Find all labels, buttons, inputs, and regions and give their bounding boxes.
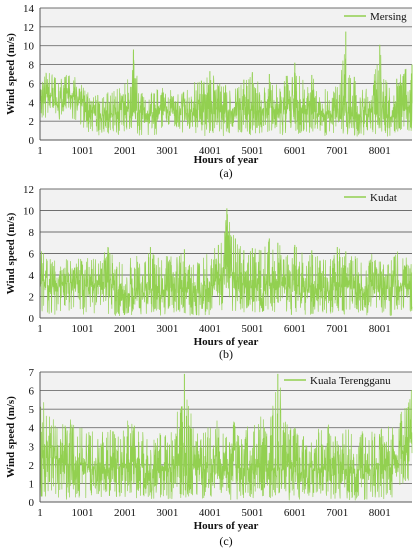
x-tick-label: 1001 [71, 507, 93, 519]
y-tick-label: 2 [29, 460, 35, 472]
y-tick-label: 5 [29, 404, 35, 416]
x-tick-label: 4001 [199, 507, 221, 519]
y-axis-label: Wind speed (m/s) [5, 33, 17, 115]
y-tick-label: 7 [29, 367, 35, 379]
panel-caption: (a) [219, 166, 232, 180]
x-tick-label: 2001 [114, 145, 136, 157]
x-tick-label: 4001 [199, 323, 221, 335]
y-tick-label: 0 [29, 135, 35, 147]
legend-label: Mersing [370, 11, 407, 23]
x-tick-label: 1001 [71, 323, 93, 335]
y-tick-label: 8 [29, 227, 35, 239]
y-tick-label: 4 [29, 423, 35, 435]
legend-label: Kuala Terengganu [310, 375, 391, 387]
y-tick-label: 14 [23, 3, 35, 15]
y-tick-label: 1 [29, 478, 35, 490]
chart-panel-a: 0 2 4 6 8 10 12 14 1 1001 2001 3001 4001 5001 6001 7001… [5, 3, 413, 180]
x-tick-label: 7001 [326, 323, 348, 335]
y-tick-label: 12 [23, 184, 34, 196]
x-tick-label: 3001 [156, 323, 178, 335]
x-tick-label: 1001 [71, 145, 93, 157]
y-tick-label: 2 [29, 116, 35, 128]
x-tick-label: 3001 [156, 145, 178, 157]
series-line-mersing [39, 51, 413, 137]
x-tick-label: 8001 [369, 507, 391, 519]
y-tick-label: 12 [23, 22, 34, 34]
y-tick-label: 3 [29, 441, 35, 453]
x-tick-label: 2001 [114, 323, 136, 335]
x-tick-label: 5001 [241, 507, 263, 519]
panel-caption: (b) [219, 347, 233, 361]
y-tick-label: 0 [29, 497, 35, 509]
series-line-kudat [39, 214, 413, 317]
x-tick-label: 5001 [241, 145, 263, 157]
y-tick-label: 10 [23, 206, 35, 218]
x-tick-label: 8001 [369, 323, 391, 335]
x-tick-label: 7001 [326, 145, 348, 157]
y-tick-label: 4 [29, 97, 35, 109]
x-tick-label: 8001 [369, 145, 391, 157]
y-tick-label: 6 [29, 78, 35, 90]
y-tick-label: 6 [29, 386, 35, 398]
y-tick-label: 10 [23, 41, 35, 53]
x-tick-label: 6001 [284, 507, 306, 519]
series-line-kuala-terengganu [39, 387, 413, 501]
x-axis-label: Hours of year [194, 520, 259, 532]
x-tick-label: 1 [37, 145, 43, 157]
chart-panel-b: 0 2 4 6 8 10 12 1 1001 2001 3001 4001 5001 6001 7001 80… [5, 184, 413, 361]
y-tick-label: 0 [29, 313, 35, 325]
x-tick-label: 2001 [114, 507, 136, 519]
x-axis-label: Hours of year [194, 336, 259, 348]
panel-caption: (c) [219, 534, 232, 548]
y-tick-label: 2 [29, 292, 35, 304]
x-axis-label: Hours of year [194, 154, 259, 166]
y-tick-label: 8 [29, 60, 35, 72]
y-tick-label: 4 [29, 270, 35, 282]
y-tick-label: 6 [29, 249, 35, 261]
x-tick-label: 6001 [284, 145, 306, 157]
y-axis-label: Wind speed (m/s) [5, 396, 17, 478]
x-tick-label: 7001 [326, 507, 348, 519]
x-tick-label: 3001 [156, 507, 178, 519]
x-tick-label: 6001 [284, 323, 306, 335]
x-tick-label: 4001 [199, 145, 221, 157]
legend-label: Kudat [370, 192, 397, 204]
y-axis-label: Wind speed (m/s) [5, 212, 17, 294]
x-tick-label: 5001 [241, 323, 263, 335]
x-tick-label: 1 [37, 507, 43, 519]
x-tick-label: 1 [37, 323, 43, 335]
